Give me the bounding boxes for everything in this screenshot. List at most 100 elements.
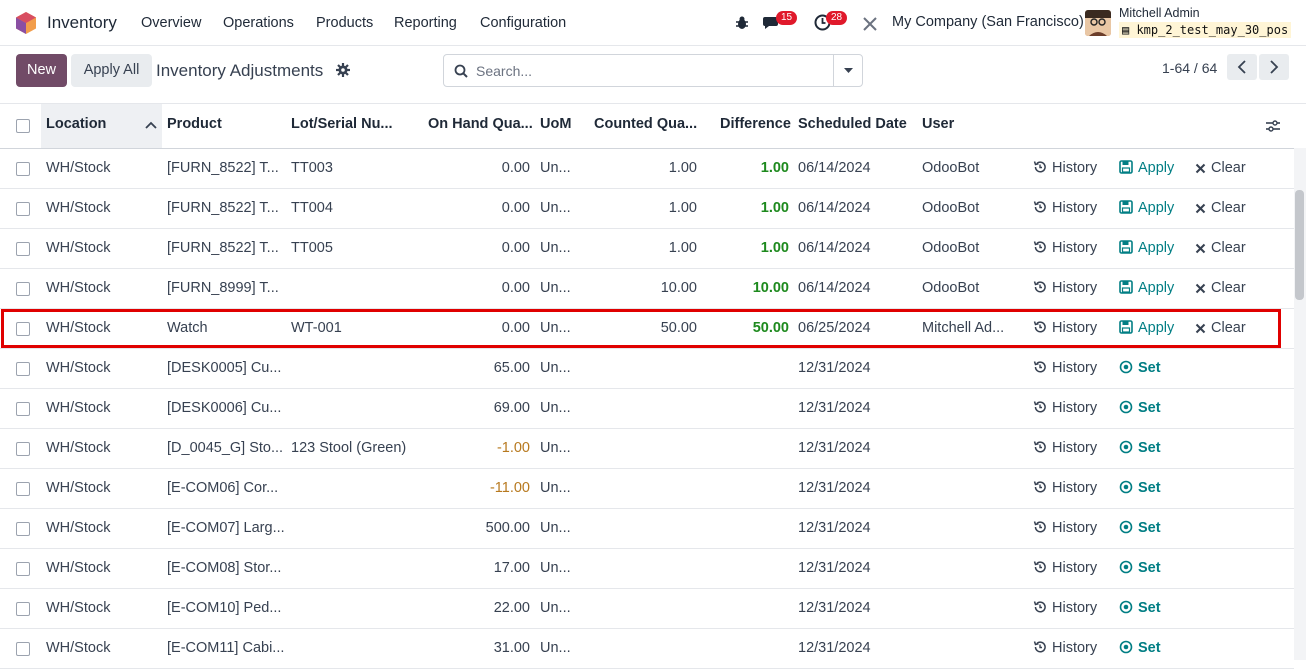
col-counted[interactable]: Counted Qua... (594, 116, 698, 132)
col-on-hand[interactable]: On Hand Qua... (428, 116, 533, 132)
history-button[interactable]: History (1033, 280, 1097, 296)
table-row[interactable]: WH/Stock [E-COM06] Cor... -11.00 Un... 12/31… (0, 469, 1294, 509)
cell-counted[interactable]: 1.00 (668, 200, 697, 216)
table-row[interactable]: WH/Stock [DESK0005] Cu... 65.00 Un... 12/31/… (0, 349, 1294, 389)
menu-overview[interactable]: Overview (141, 15, 202, 31)
table-row[interactable]: WH/Stock [FURN_8522] T... TT005 0.00 Un... 1.… (0, 229, 1294, 269)
set-button[interactable]: Set (1119, 640, 1161, 656)
cell-counted[interactable]: 1.00 (668, 240, 697, 256)
clear-button[interactable]: Clear (1195, 200, 1246, 216)
apply-button[interactable]: Apply (1119, 280, 1174, 296)
clear-button[interactable]: Clear (1195, 240, 1246, 256)
pager-next-button[interactable] (1259, 54, 1289, 80)
user-name[interactable]: Mitchell Admin (1119, 6, 1200, 20)
table-row[interactable]: WH/Stock [FURN_8999] T... 0.00 Un... 10.00 10… (0, 269, 1294, 309)
history-button[interactable]: History (1033, 560, 1097, 576)
app-name[interactable]: Inventory (47, 13, 117, 32)
scrollbar-thumb[interactable] (1295, 190, 1304, 300)
tools-icon[interactable] (862, 15, 879, 32)
table-row[interactable]: WH/Stock [E-COM11] Cabi... 31.00 Un... 12/31… (0, 629, 1294, 669)
set-button[interactable]: Set (1119, 560, 1161, 576)
menu-products[interactable]: Products (316, 15, 374, 31)
new-button[interactable]: New (16, 54, 67, 87)
history-button[interactable]: History (1033, 640, 1097, 656)
set-button[interactable]: Set (1119, 600, 1161, 616)
row-checkbox[interactable] (16, 522, 30, 536)
col-user[interactable]: User (922, 116, 955, 132)
table-row[interactable]: WH/Stock [DESK0006] Cu... 69.00 Un... 12/31/… (0, 389, 1294, 429)
row-checkbox[interactable] (16, 242, 30, 256)
history-button[interactable]: History (1033, 200, 1097, 216)
row-checkbox[interactable] (16, 442, 30, 456)
history-label: History (1052, 200, 1098, 216)
set-button[interactable]: Set (1119, 440, 1161, 456)
apply-button[interactable]: Apply (1119, 160, 1174, 176)
row-checkbox[interactable] (16, 482, 30, 496)
row-checkbox[interactable] (16, 562, 30, 576)
table-row[interactable]: WH/Stock [FURN_8522] T... TT003 0.00 Un... 1.… (0, 149, 1294, 189)
menu-reporting[interactable]: Reporting (394, 15, 457, 31)
history-button[interactable]: History (1033, 240, 1097, 256)
history-button[interactable]: History (1033, 480, 1097, 496)
row-checkbox[interactable] (16, 322, 30, 336)
pager-previous-button[interactable] (1227, 54, 1257, 80)
table-row[interactable]: WH/Stock [D_0045_G] Sto... 123 Stool (Gree… (0, 429, 1294, 469)
bug-icon[interactable] (735, 15, 749, 31)
row-checkbox[interactable] (16, 162, 30, 176)
set-button[interactable]: Set (1119, 360, 1161, 376)
cell-location: WH/Stock (46, 200, 111, 216)
select-all-checkbox[interactable] (16, 119, 30, 133)
col-lot[interactable]: Lot/Serial Nu... (291, 116, 393, 132)
clear-button[interactable]: Clear (1195, 160, 1246, 176)
table-row[interactable]: WH/Stock [E-COM08] Stor... 17.00 Un... 12/31… (0, 549, 1294, 589)
company-switcher[interactable]: My Company (San Francisco) (892, 14, 1084, 30)
row-checkbox[interactable] (16, 282, 30, 296)
table-row[interactable]: WH/Stock [E-COM10] Ped... 22.00 Un... 12/31/… (0, 589, 1294, 629)
apply-label: Apply (1138, 280, 1175, 296)
history-button[interactable]: History (1033, 520, 1097, 536)
apply-button[interactable]: Apply (1119, 320, 1174, 336)
cell-counted[interactable]: 10.00 (660, 280, 697, 296)
set-button[interactable]: Set (1119, 400, 1161, 416)
pager-value[interactable]: 1-64 / 64 (1162, 60, 1218, 76)
cell-counted[interactable]: 1.00 (668, 160, 697, 176)
set-button[interactable]: Set (1119, 520, 1161, 536)
menu-configuration[interactable]: Configuration (480, 15, 567, 31)
history-button[interactable]: History (1033, 600, 1097, 616)
col-scheduled-date[interactable]: Scheduled Date (798, 116, 907, 132)
col-product[interactable]: Product (167, 116, 222, 132)
sort-asc-icon[interactable] (145, 120, 157, 130)
column-settings-icon[interactable] (1266, 119, 1280, 133)
apply-button[interactable]: Apply (1119, 240, 1174, 256)
inventory-app-icon[interactable] (16, 12, 36, 34)
history-button[interactable]: History (1033, 360, 1097, 376)
row-checkbox[interactable] (16, 362, 30, 376)
row-checkbox[interactable] (16, 202, 30, 216)
chat-icon[interactable] (763, 15, 781, 31)
user-avatar[interactable] (1085, 10, 1111, 36)
col-uom[interactable]: UoM (540, 116, 572, 132)
table-row[interactable]: WH/Stock [E-COM07] Larg... 500.00 Un... 12/3… (0, 509, 1294, 549)
history-button[interactable]: History (1033, 320, 1097, 336)
search-options-toggle[interactable] (833, 55, 862, 86)
col-difference[interactable]: Difference (720, 116, 791, 132)
history-button[interactable]: History (1033, 160, 1097, 176)
cell-counted[interactable]: 50.00 (660, 320, 697, 336)
apply-button[interactable]: Apply (1119, 200, 1174, 216)
history-button[interactable]: History (1033, 400, 1097, 416)
gear-icon[interactable] (336, 63, 350, 77)
history-button[interactable]: History (1033, 440, 1097, 456)
row-checkbox[interactable] (16, 642, 30, 656)
search-input[interactable] (476, 61, 826, 81)
table-row[interactable]: WH/Stock Watch WT-001 0.00 Un... 50.00 50.00 06… (0, 309, 1294, 349)
row-checkbox[interactable] (16, 602, 30, 616)
menu-operations[interactable]: Operations (223, 15, 294, 31)
col-location[interactable]: Location (46, 116, 107, 132)
table-row[interactable]: WH/Stock [FURN_8522] T... TT004 0.00 Un... 1.… (0, 189, 1294, 229)
set-button[interactable]: Set (1119, 480, 1161, 496)
clear-button[interactable]: Clear (1195, 320, 1246, 336)
row-checkbox[interactable] (16, 402, 30, 416)
clear-button[interactable]: Clear (1195, 280, 1246, 296)
apply-all-button[interactable]: Apply All (71, 54, 152, 87)
history-icon (1033, 481, 1046, 493)
